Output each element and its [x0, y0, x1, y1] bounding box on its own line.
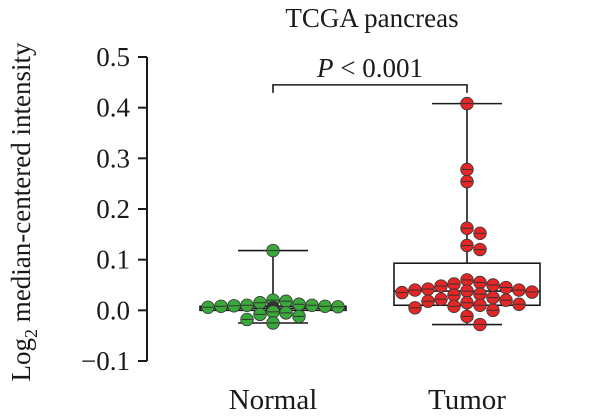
significance-text: P < 0.001 — [316, 53, 423, 83]
y-axis-label: Log2 median-centered intensity — [6, 42, 41, 381]
y-tick-label: 0.4 — [96, 93, 130, 123]
y-axis-label-subscript: 2 — [21, 329, 41, 338]
significance-bracket — [272, 84, 468, 93]
x-tick-labels: Normal Tumor — [229, 384, 507, 416]
y-tick-label: −0.1 — [81, 346, 130, 376]
y-tick-label: 0.0 — [96, 295, 130, 325]
chart-title: TCGA pancreas — [285, 3, 458, 33]
significance-p-value: < 0.001 — [334, 53, 423, 83]
y-ticks: −0.1 0.0 0.1 0.2 0.3 0.4 0.5 — [81, 42, 147, 376]
box-group-normal — [199, 243, 347, 330]
svg-text:Log2 median-centered intensity: Log2 median-centered intensity — [6, 42, 41, 381]
box-group-tumor — [393, 96, 541, 332]
y-axis-label-suffix: median-centered intensity — [6, 42, 36, 329]
y-tick-label: 0.2 — [96, 194, 130, 224]
significance-annotation: P < 0.001 — [272, 53, 468, 93]
y-tick-label: 0.3 — [96, 143, 130, 173]
y-tick-label: 0.5 — [96, 42, 130, 72]
significance-p-label: P — [316, 53, 334, 83]
box-groups — [199, 96, 541, 332]
x-tick-label-tumor: Tumor — [428, 384, 506, 416]
y-axis-label-prefix: Log — [6, 338, 36, 382]
x-tick-label-normal: Normal — [229, 384, 318, 416]
y-tick-label: 0.1 — [96, 245, 130, 275]
